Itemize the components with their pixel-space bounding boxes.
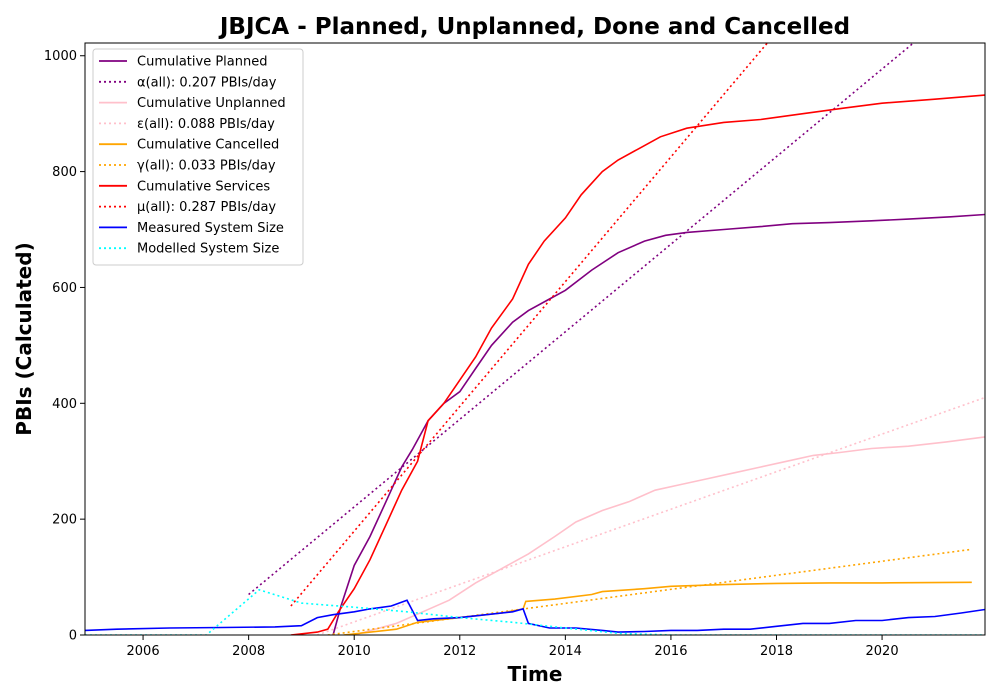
y-tick-label: 1000: [44, 49, 77, 64]
x-axis-label: Time: [508, 662, 563, 686]
y-axis-label: PBIs (Calculated): [12, 242, 36, 435]
plot-frame: [84, 42, 986, 636]
legend-label: Cumulative Services: [137, 179, 270, 194]
series-line-1: [248, 43, 915, 596]
x-axis: 2006 2008 2010 2012 2014 2016 2018 2020: [127, 635, 899, 659]
series-line-0: [332, 213, 985, 635]
series-line-4: [343, 581, 972, 635]
legend-box: [92, 48, 304, 266]
series-layer: [85, 43, 985, 635]
series-line-2: [353, 436, 985, 635]
y-tick-label: 0: [69, 629, 77, 644]
legend-label: Cumulative Planned: [137, 55, 267, 70]
legend-label: γ(all): 0.033 PBIs/day: [137, 159, 276, 174]
series-line-6: [290, 94, 985, 635]
x-tick-label: 2020: [866, 644, 899, 659]
x-tick-label: 2010: [338, 644, 371, 659]
series-line-5: [327, 548, 972, 635]
x-tick-label: 2014: [549, 644, 582, 659]
legend-label: Measured System Size: [137, 221, 284, 236]
legend-label: Cumulative Cancelled: [137, 138, 279, 153]
legend-label: μ(all): 0.287 PBIs/day: [137, 200, 276, 215]
x-tick-label: 2016: [654, 644, 687, 659]
series-line-8: [85, 599, 985, 633]
y-tick-label: 400: [52, 397, 77, 412]
legend: Cumulative Planned α(all): 0.207 PBIs/day…: [92, 48, 304, 266]
series-line-3: [317, 396, 985, 635]
chart-title: JBJCA - Planned, Unplanned, Done and Can…: [218, 14, 850, 40]
series-line-7: [290, 43, 769, 607]
x-tick-label: 2006: [127, 644, 160, 659]
legend-label: ε(all): 0.088 PBIs/day: [137, 117, 275, 132]
x-tick-label: 2018: [760, 644, 793, 659]
y-axis: 0 200 400 600 800 1000: [44, 49, 85, 644]
legend-label: Cumulative Unplanned: [137, 96, 286, 111]
legend-label: Modelled System Size: [137, 242, 279, 257]
legend-label: α(all): 0.207 PBIs/day: [137, 75, 277, 90]
y-tick-label: 200: [52, 513, 77, 528]
y-tick-label: 800: [52, 165, 77, 180]
x-tick-label: 2012: [443, 644, 476, 659]
x-tick-label: 2008: [232, 644, 265, 659]
y-tick-label: 600: [52, 281, 77, 296]
